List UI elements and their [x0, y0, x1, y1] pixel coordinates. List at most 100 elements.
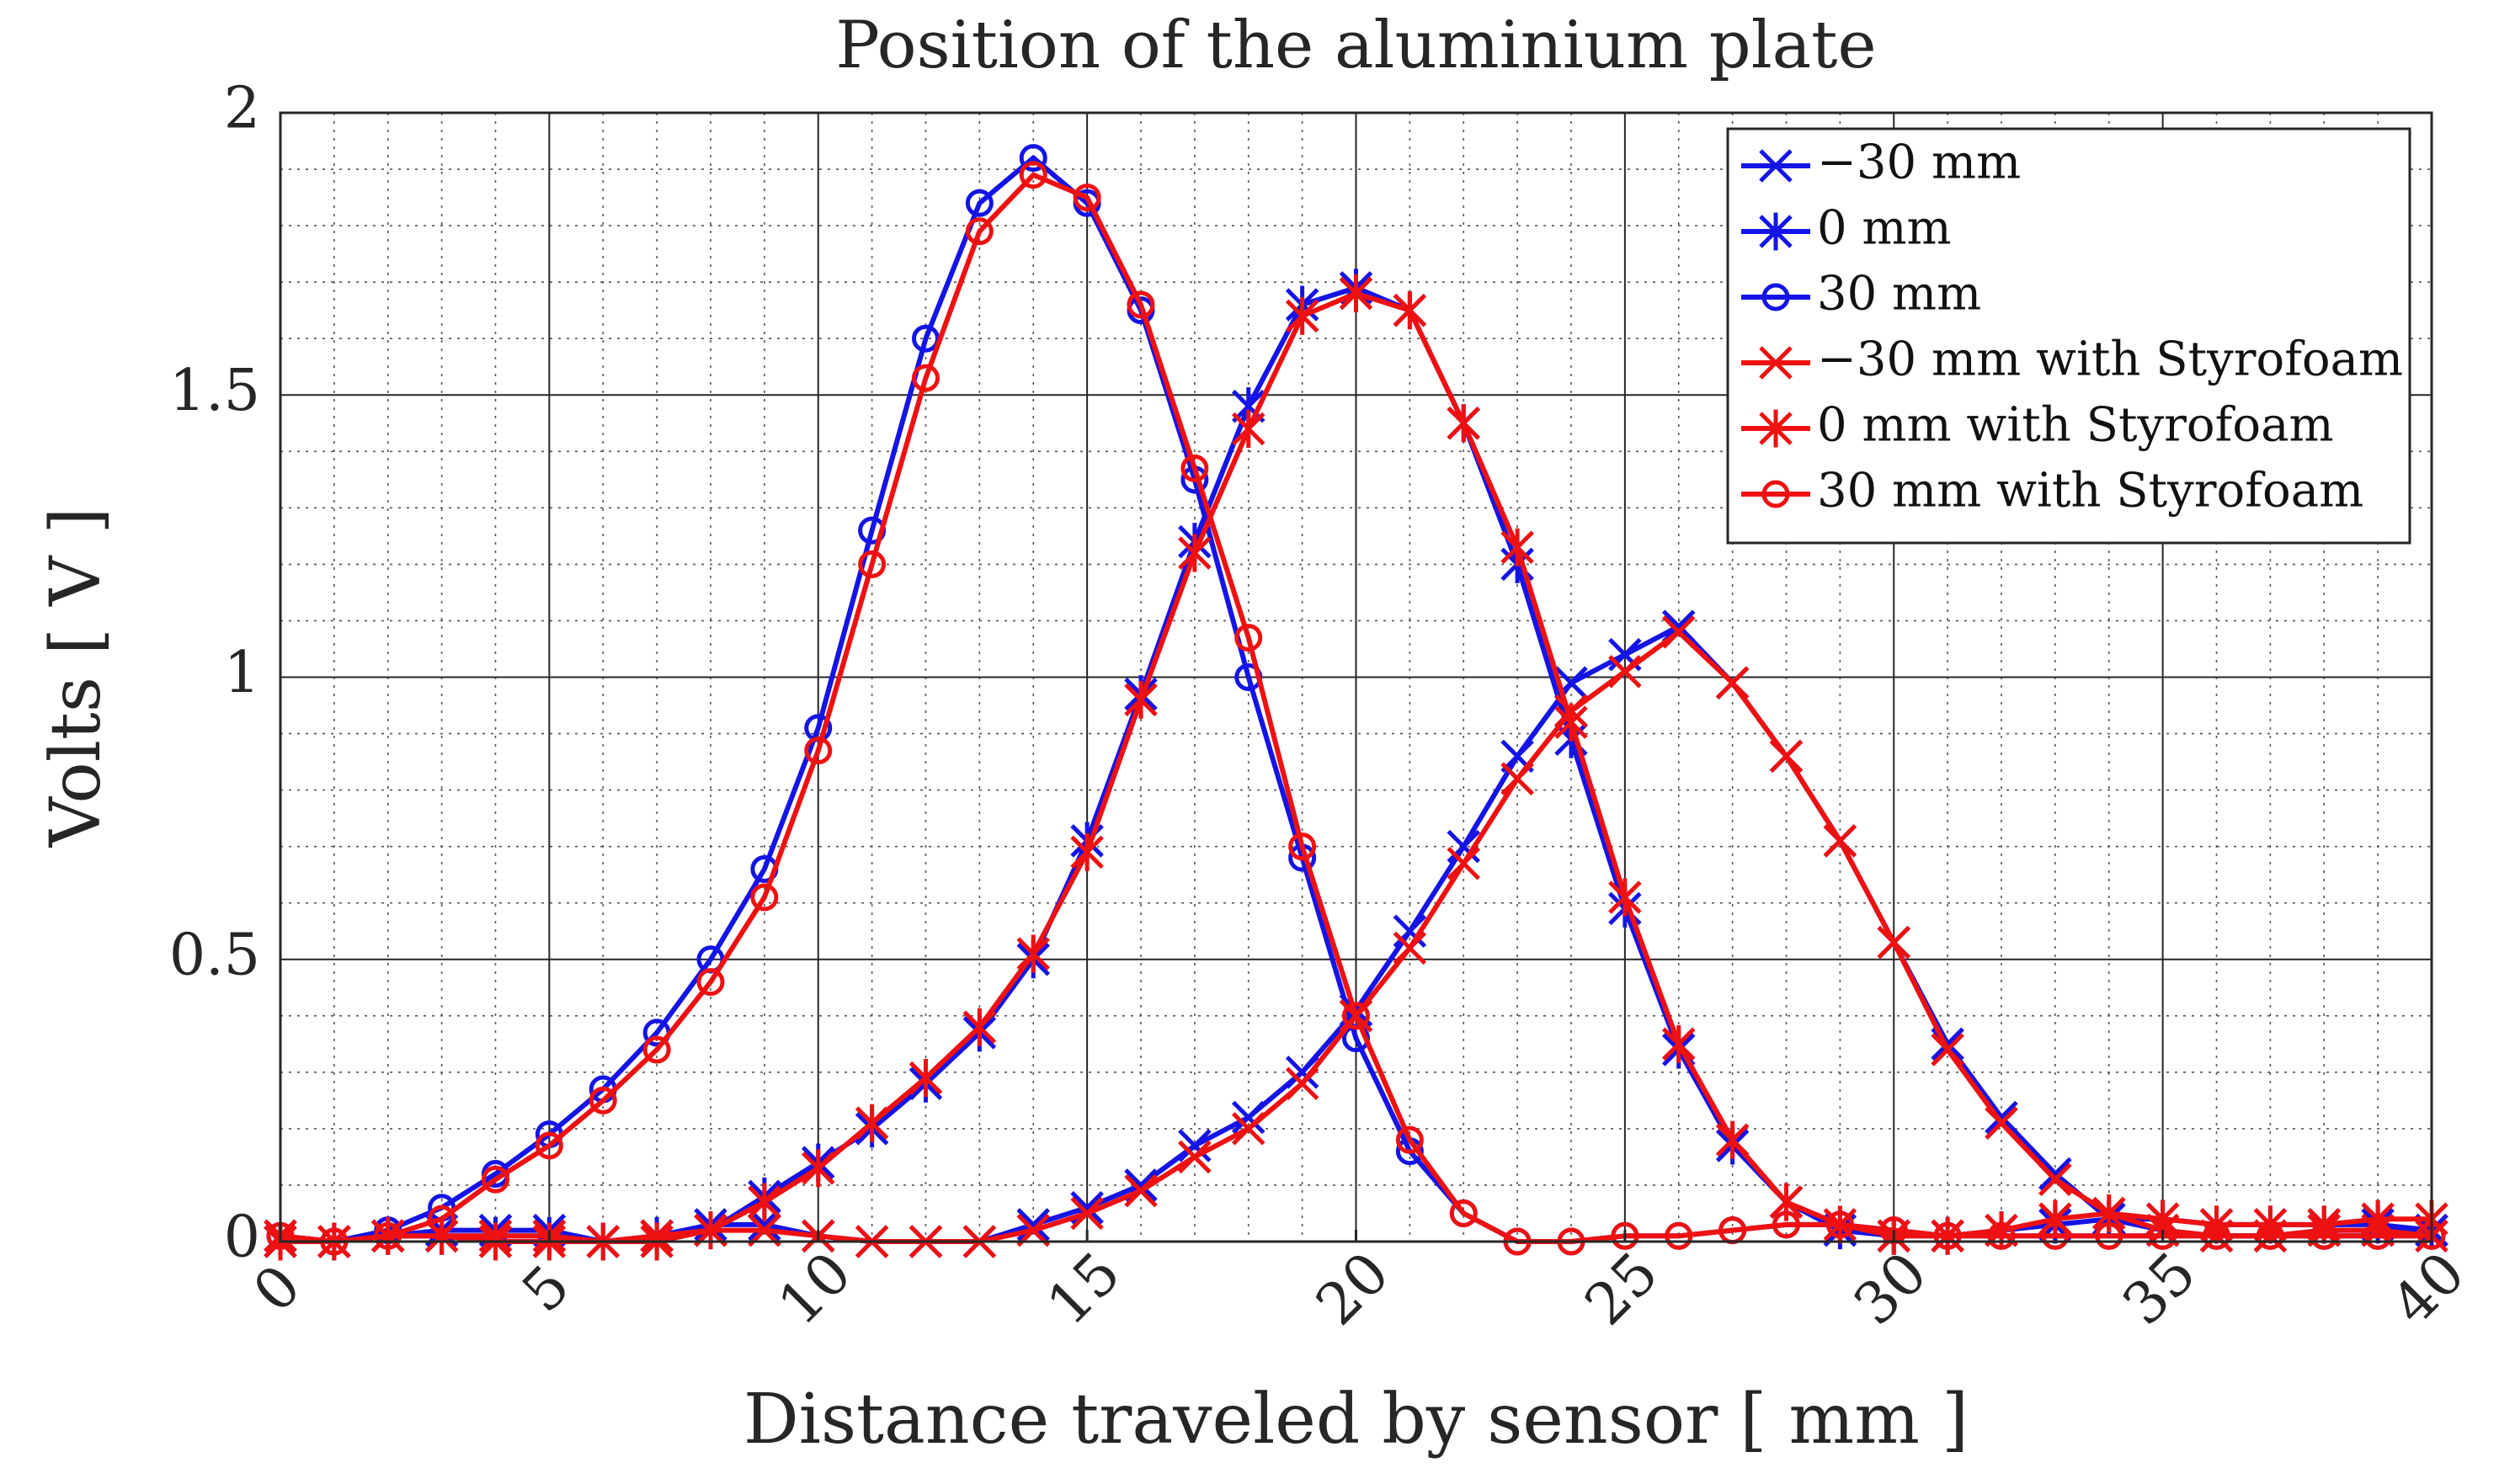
data-point	[589, 1086, 617, 1114]
marker-stroke	[1231, 1100, 1265, 1135]
marker-stroke	[1178, 1140, 1212, 1174]
marker-stroke	[1931, 1027, 1964, 1061]
data-point	[1608, 878, 1642, 917]
y-tick-label: 0.5	[169, 922, 260, 988]
data-point	[1715, 1120, 1750, 1159]
marker-stroke	[1823, 824, 1857, 858]
data-point	[912, 364, 940, 392]
marker-stroke	[1877, 925, 1911, 960]
legend-label: 0 mm	[1817, 201, 1952, 256]
marker-stroke	[1285, 1056, 1319, 1089]
data-point	[1447, 404, 1481, 443]
legend-item: 0 mm with Styrofoam	[1741, 398, 2334, 453]
data-point	[804, 737, 833, 765]
legend: −30 mm 0 mm 30 mm −30 mm with Styrofoam 0 mm…	[1726, 127, 2411, 545]
marker-stroke	[1124, 1173, 1158, 1208]
data-point	[1661, 615, 1696, 649]
data-point	[428, 1205, 456, 1233]
data-point	[1715, 666, 1750, 699]
data-point	[965, 217, 994, 246]
data-point	[1070, 832, 1104, 871]
data-point	[482, 1165, 509, 1194]
data-point	[1127, 290, 1155, 319]
data-point	[1231, 1112, 1265, 1146]
data-point	[1447, 846, 1481, 880]
data-point	[962, 1008, 997, 1046]
data-point	[1019, 144, 1047, 173]
data-point	[1823, 824, 1857, 858]
legend-label: −30 mm	[1817, 136, 2021, 190]
legend-item: 30 mm with Styrofoam	[1741, 464, 2363, 519]
data-point	[1180, 454, 1209, 482]
data-point	[2203, 1221, 2230, 1250]
data-point	[801, 1149, 835, 1188]
marker-stroke	[1447, 829, 1481, 864]
x-axis-label: Distance traveled by sensor [ mm ]	[743, 1380, 1969, 1460]
data-point	[855, 1104, 889, 1142]
marker-stroke	[1231, 1112, 1265, 1146]
data-point	[1500, 528, 1534, 566]
data-point	[1931, 1033, 1964, 1066]
marker-stroke	[1070, 1196, 1104, 1231]
data-point	[1665, 1221, 1693, 1250]
series-5	[266, 161, 2446, 1256]
legend-marker	[1761, 480, 1790, 508]
marker-stroke	[2038, 1162, 2072, 1197]
legend-box	[1726, 127, 2411, 545]
data-point	[1178, 534, 1212, 572]
data-point	[1449, 1199, 1478, 1227]
data-point	[1178, 1140, 1212, 1174]
data-point	[1342, 1002, 1370, 1030]
marker-stroke	[1759, 149, 1793, 183]
data-point	[2363, 1221, 2392, 1250]
data-point	[1933, 1221, 1962, 1250]
data-point	[2310, 1221, 2338, 1250]
data-point	[535, 1131, 563, 1160]
data-point	[1339, 274, 1373, 313]
data-point	[1987, 1221, 2016, 1250]
marker-stroke	[2038, 1157, 2072, 1191]
data-point	[748, 1183, 781, 1221]
legend-marker	[1761, 283, 1790, 311]
marker-stroke	[1759, 346, 1793, 380]
data-point	[1393, 291, 1427, 330]
data-point	[1772, 1210, 1800, 1239]
marker-stroke	[1285, 1066, 1319, 1101]
legend-item: 30 mm	[1741, 267, 1981, 322]
legend-marker	[1759, 149, 1793, 183]
data-point	[1231, 1100, 1265, 1135]
data-point	[1554, 703, 1588, 742]
marker-stroke	[1608, 655, 1642, 689]
data-point	[2041, 1221, 2070, 1250]
data-point	[374, 1221, 402, 1250]
data-point	[1285, 1066, 1319, 1101]
marker-stroke	[1393, 914, 1427, 948]
y-tick-label: 2	[224, 76, 260, 142]
data-point	[1393, 914, 1427, 948]
marker-stroke	[1500, 762, 1534, 795]
marker-stroke	[1447, 846, 1481, 880]
data-point	[1073, 184, 1101, 212]
marker-stroke	[1661, 615, 1696, 649]
y-axis-label: Volts [ V ]	[36, 508, 116, 848]
marker-stroke	[1715, 666, 1750, 699]
y-tick-label: 0	[224, 1205, 260, 1271]
data-point	[1877, 925, 1911, 960]
data-point	[1285, 1056, 1319, 1089]
data-point	[2095, 1221, 2123, 1250]
data-point	[1500, 762, 1534, 795]
legend-marker	[1759, 346, 1793, 380]
chart-title: Position of the aluminium plate	[835, 8, 1876, 83]
data-point	[1285, 296, 1319, 335]
marker-stroke	[1931, 1033, 1964, 1066]
data-point	[1393, 931, 1427, 965]
marker-stroke	[1178, 1129, 1212, 1162]
data-point	[2149, 1221, 2177, 1250]
data-point	[750, 883, 779, 912]
legend-item: 0 mm	[1741, 201, 1952, 256]
data-point	[908, 1059, 943, 1098]
data-point	[1019, 161, 1047, 189]
data-point	[1447, 829, 1481, 864]
